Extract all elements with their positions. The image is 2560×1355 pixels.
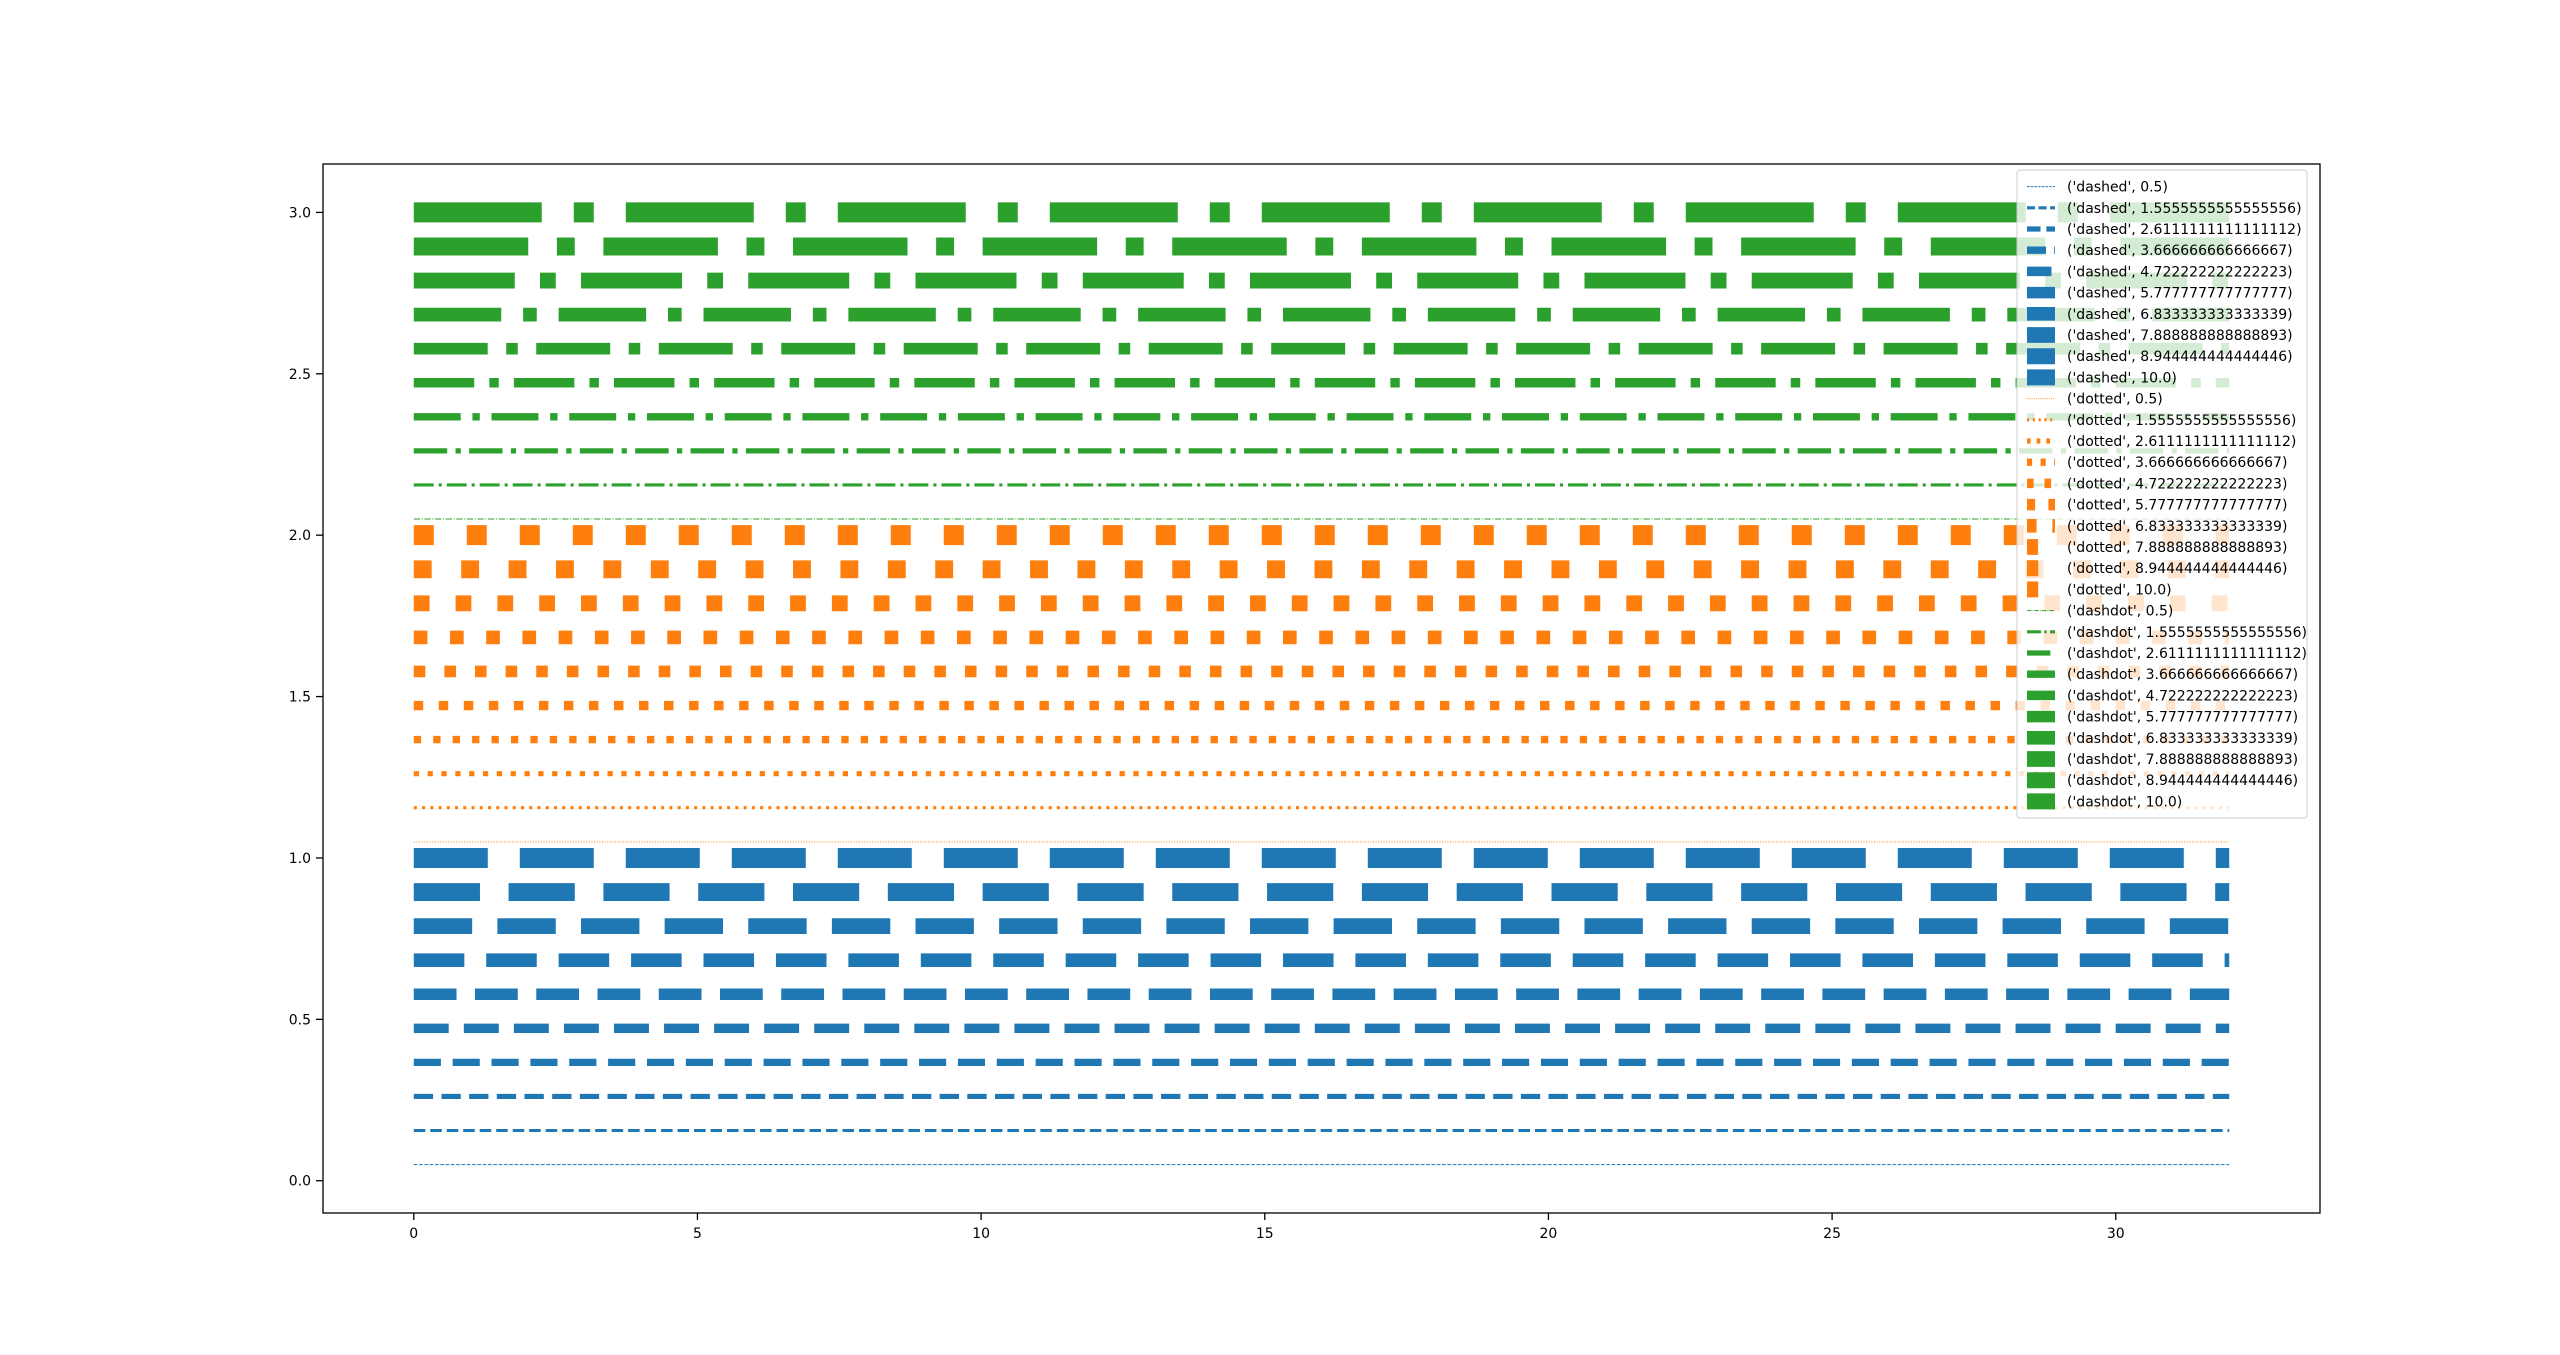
y-axis: 0.0 0.5 1.0 1.5 2.0 2.5 3.0 <box>289 205 323 1190</box>
legend-label-dashed-2-6111111111111112: ('dashed', 2.6111111111111112) <box>2067 222 2302 238</box>
legend-label-dotted-0-5: ('dotted', 0.5) <box>2067 392 2163 408</box>
x-tick-label: 0 <box>409 1226 418 1242</box>
legend-label-dashed-3-666666666666667: ('dashed', 3.666666666666667) <box>2067 243 2293 259</box>
legend-label-dashdot-6-833333333333339: ('dashdot', 6.833333333333339) <box>2067 731 2298 747</box>
plot-area: 0 5 10 15 20 25 30 0.0 0.5 1.0 1.5 2.0 2.5 3.0 <box>289 163 2321 1242</box>
y-tick-label: 0.0 <box>289 1174 311 1190</box>
legend: ('dashed', 0.5) ('dashed', 1.555555555555… <box>2016 169 2308 819</box>
legend-label-dashed-5-777777777777777: ('dashed', 5.777777777777777) <box>2067 286 2293 302</box>
y-tick-label: 0.5 <box>289 1012 311 1028</box>
x-tick-label: 20 <box>1540 1226 1558 1242</box>
legend-label-dashdot-8-944444444444446: ('dashdot', 8.944444444444446) <box>2067 773 2298 789</box>
legend-label-dashed-8-944444444444446: ('dashed', 8.944444444444446) <box>2067 349 2293 365</box>
legend-label-dashdot-5-777777777777777: ('dashdot', 5.777777777777777) <box>2067 710 2298 726</box>
legend-label-dotted-7-888888888888893: ('dotted', 7.888888888888893) <box>2067 540 2287 556</box>
legend-label-dotted-4-722222222222223: ('dotted', 4.722222222222223) <box>2067 476 2287 492</box>
legend-label-dashed-6-833333333333339: ('dashed', 6.833333333333339) <box>2067 307 2293 323</box>
y-tick-label: 2.0 <box>289 528 311 544</box>
legend-box <box>2016 169 2308 819</box>
legend-label-dashdot-1-5555555555555556: ('dashdot', 1.5555555555555556) <box>2067 625 2307 641</box>
x-tick-label: 25 <box>1823 1226 1841 1242</box>
x-tick-label: 5 <box>693 1226 702 1242</box>
legend-label-dotted-2-6111111111111112: ('dotted', 2.6111111111111112) <box>2067 434 2296 450</box>
legend-label-dashdot-10-0: ('dashdot', 10.0) <box>2067 794 2182 810</box>
legend-label-dotted-6-833333333333339: ('dotted', 6.833333333333339) <box>2067 519 2287 535</box>
y-tick-label: 1.0 <box>289 851 311 867</box>
legend-label-dashed-10-0: ('dashed', 10.0) <box>2067 370 2177 386</box>
legend-label-dashdot-2-6111111111111112: ('dashdot', 2.6111111111111112) <box>2067 646 2307 662</box>
legend-items: ('dashed', 0.5) ('dashed', 1.555555555555… <box>2027 180 2307 810</box>
legend-label-dotted-3-666666666666667: ('dotted', 3.666666666666667) <box>2067 455 2287 471</box>
y-tick-label: 2.5 <box>289 367 311 383</box>
series-layer <box>413 202 2230 1166</box>
x-tick-label: 15 <box>1256 1226 1274 1242</box>
legend-label-dashdot-7-888888888888893: ('dashdot', 7.888888888888893) <box>2067 752 2298 768</box>
legend-label-dashed-0-5: ('dashed', 0.5) <box>2067 180 2168 196</box>
legend-label-dashdot-3-666666666666667: ('dashdot', 3.666666666666667) <box>2067 667 2298 683</box>
legend-label-dashed-7-888888888888893: ('dashed', 7.888888888888893) <box>2067 328 2293 344</box>
legend-label-dotted-1-5555555555555556: ('dotted', 1.5555555555555556) <box>2067 413 2296 429</box>
y-tick-label: 3.0 <box>289 205 311 221</box>
legend-label-dotted-8-944444444444446: ('dotted', 8.944444444444446) <box>2067 561 2287 577</box>
legend-label-dotted-5-777777777777777: ('dotted', 5.777777777777777) <box>2067 498 2287 514</box>
x-tick-label: 10 <box>972 1226 990 1242</box>
legend-label-dashdot-4-722222222222223: ('dashdot', 4.722222222222223) <box>2067 688 2298 704</box>
legend-label-dashed-1-5555555555555556: ('dashed', 1.5555555555555556) <box>2067 201 2302 217</box>
axes-frame <box>322 163 2321 1214</box>
x-tick-label: 30 <box>2107 1226 2125 1242</box>
axes-background <box>323 164 2320 1213</box>
legend-label-dotted-10-0: ('dotted', 10.0) <box>2067 582 2172 598</box>
legend-label-dashdot-0-5: ('dashdot', 0.5) <box>2067 604 2173 620</box>
y-tick-label: 1.5 <box>289 690 311 706</box>
x-axis: 0 5 10 15 20 25 30 <box>409 1213 2125 1242</box>
legend-label-dashed-4-722222222222223: ('dashed', 4.722222222222223) <box>2067 264 2293 280</box>
